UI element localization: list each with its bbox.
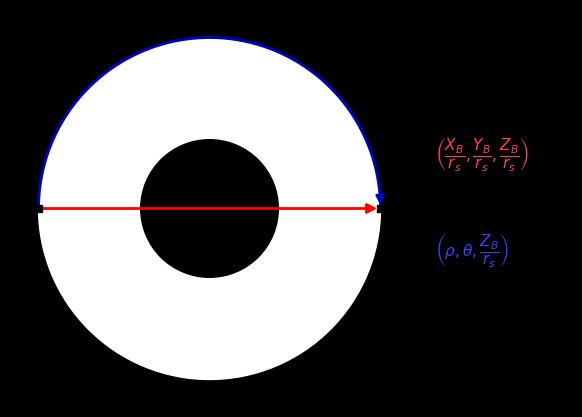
Text: $\left(\rho,\theta,\dfrac{Z_B}{r_s}\right)$: $\left(\rho,\theta,\dfrac{Z_B}{r_s}\righ… <box>435 232 509 269</box>
Bar <box>35 205 42 212</box>
Circle shape <box>141 140 278 277</box>
Circle shape <box>38 38 381 379</box>
Bar <box>377 205 384 212</box>
Text: $\left(\dfrac{X_B}{r_s},\dfrac{Y_B}{r_s},\dfrac{Z_B}{r_s}\right)$: $\left(\dfrac{X_B}{r_s},\dfrac{Y_B}{r_s}… <box>435 136 530 173</box>
